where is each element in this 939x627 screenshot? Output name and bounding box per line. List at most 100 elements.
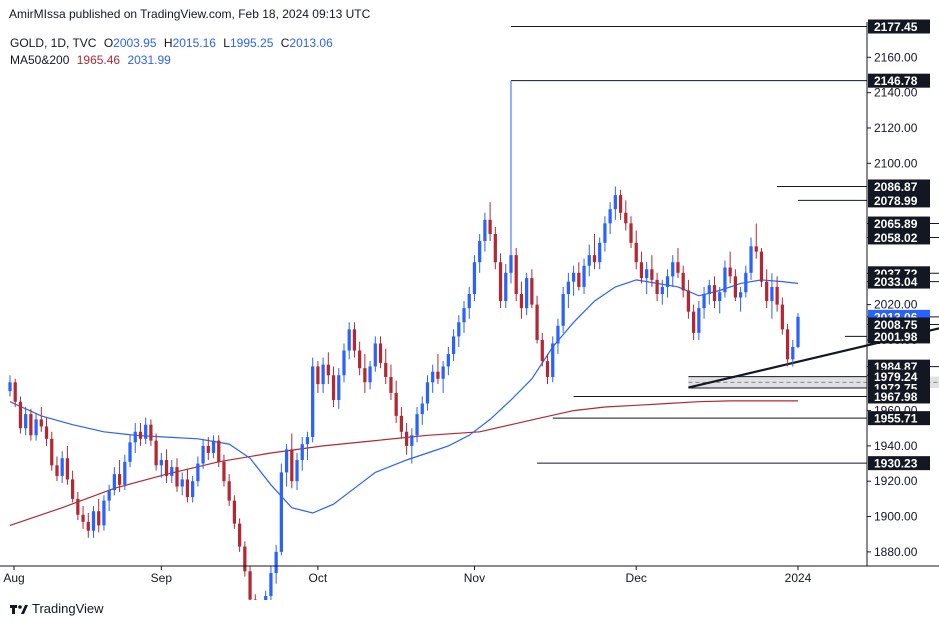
candle-body bbox=[248, 571, 252, 600]
ma-label: MA50&200 bbox=[10, 53, 70, 67]
candle-body bbox=[128, 442, 132, 462]
candle bbox=[655, 272, 659, 302]
candle bbox=[29, 408, 33, 441]
y-tick-label: 2100.00 bbox=[874, 156, 918, 170]
candle bbox=[467, 286, 471, 319]
candle-body bbox=[780, 304, 784, 330]
candle bbox=[723, 260, 727, 298]
candle-body bbox=[237, 523, 242, 547]
candle-body bbox=[201, 445, 205, 464]
candle bbox=[415, 407, 419, 443]
candle-body bbox=[71, 479, 75, 499]
ma200-line bbox=[9, 400, 798, 526]
price-level-label-bg bbox=[868, 179, 930, 194]
candle bbox=[441, 361, 445, 393]
brand-name: TradingView bbox=[32, 601, 104, 616]
price-level-label: 2058.02 bbox=[868, 230, 930, 245]
tradingview-logo-icon bbox=[10, 604, 28, 614]
candle bbox=[645, 262, 649, 294]
publisher-header: AmirMIssa published on TradingView.com, … bbox=[9, 7, 371, 21]
candle-body bbox=[29, 414, 33, 436]
candle-body bbox=[326, 364, 330, 376]
candle bbox=[138, 422, 143, 446]
candle bbox=[159, 452, 163, 478]
candle-body bbox=[394, 392, 398, 416]
candle-body bbox=[639, 262, 644, 279]
candle-body bbox=[274, 551, 278, 574]
x-tick-label: Nov bbox=[464, 571, 485, 585]
candle-body bbox=[577, 272, 581, 287]
candle-body bbox=[34, 419, 38, 436]
candle bbox=[117, 460, 122, 492]
candle bbox=[164, 449, 169, 483]
candle bbox=[389, 364, 393, 400]
candle bbox=[791, 339, 795, 367]
candle-body bbox=[358, 350, 362, 369]
candle bbox=[420, 396, 424, 425]
candle bbox=[97, 498, 101, 533]
candle-body bbox=[582, 265, 586, 287]
candle-body bbox=[791, 346, 795, 360]
price-level-label-bg bbox=[868, 329, 930, 344]
candle bbox=[410, 428, 414, 464]
candle-body bbox=[566, 281, 571, 294]
candle bbox=[780, 297, 784, 335]
candle bbox=[514, 248, 518, 302]
price-level-label: 1955.71 bbox=[868, 411, 930, 426]
price-level-label: 2033.04 bbox=[868, 274, 930, 289]
candle bbox=[686, 279, 691, 319]
candle-body bbox=[76, 498, 80, 515]
candle-body bbox=[243, 546, 247, 572]
candle-body bbox=[660, 286, 664, 294]
candle-body bbox=[556, 325, 560, 344]
candle-body bbox=[624, 212, 628, 224]
candle-body bbox=[488, 219, 492, 234]
candle-body bbox=[284, 449, 289, 473]
candle-body bbox=[551, 343, 555, 378]
candle-body bbox=[399, 415, 404, 432]
candle bbox=[676, 248, 680, 279]
candle-body bbox=[321, 364, 325, 385]
price-level-label: 2177.45 bbox=[868, 19, 930, 34]
candle bbox=[571, 265, 576, 296]
candle bbox=[112, 467, 116, 496]
candle bbox=[770, 273, 774, 319]
candle bbox=[681, 265, 685, 298]
candle-body bbox=[613, 195, 617, 210]
candle bbox=[404, 422, 409, 455]
candle bbox=[326, 352, 330, 385]
candle bbox=[692, 304, 696, 340]
candle-body bbox=[692, 311, 696, 333]
trendline bbox=[688, 327, 939, 389]
candle-body bbox=[13, 382, 17, 402]
tradingview-logo[interactable]: TradingView bbox=[10, 601, 104, 616]
candle-body bbox=[222, 461, 226, 482]
candle-body bbox=[384, 362, 388, 378]
candle bbox=[472, 255, 477, 302]
candle bbox=[24, 407, 28, 436]
candle bbox=[65, 445, 70, 485]
price-level-label-bg bbox=[868, 19, 930, 34]
symbol-label: GOLD, 1D, TVC bbox=[10, 36, 97, 50]
candle-body bbox=[467, 294, 471, 309]
candle bbox=[749, 237, 753, 280]
candle-body bbox=[478, 241, 482, 263]
candle bbox=[300, 437, 304, 471]
candle-body bbox=[671, 262, 675, 277]
candle-body bbox=[603, 223, 607, 243]
candle bbox=[613, 186, 617, 220]
candle-body bbox=[707, 285, 711, 294]
candle-body bbox=[514, 255, 518, 294]
x-tick-label: Dec bbox=[626, 571, 647, 585]
candle bbox=[368, 361, 372, 390]
candle-body bbox=[462, 308, 466, 323]
price-chart[interactable]: 1880.001900.001920.001940.001960.001980.… bbox=[0, 0, 939, 600]
candle bbox=[44, 417, 49, 446]
candle bbox=[243, 541, 247, 577]
candle bbox=[608, 202, 612, 234]
y-tick-label: 2140.00 bbox=[874, 86, 918, 100]
candle bbox=[222, 454, 226, 487]
candle bbox=[211, 435, 216, 459]
candle bbox=[451, 329, 456, 362]
x-tick-label: Oct bbox=[309, 571, 328, 585]
